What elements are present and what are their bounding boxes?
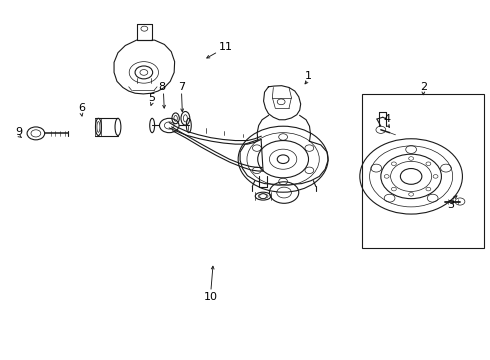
Text: 9: 9 [16,127,23,136]
Text: 2: 2 [420,82,427,92]
Text: 3: 3 [447,200,454,210]
Text: 6: 6 [78,103,85,113]
Text: 1: 1 [305,71,312,81]
Text: 8: 8 [158,82,166,92]
Text: 5: 5 [148,93,156,103]
Bar [362,94,485,248]
Text: 7: 7 [178,82,185,92]
Text: 4: 4 [383,114,390,124]
Text: 10: 10 [204,292,218,302]
Text: 11: 11 [219,42,232,52]
